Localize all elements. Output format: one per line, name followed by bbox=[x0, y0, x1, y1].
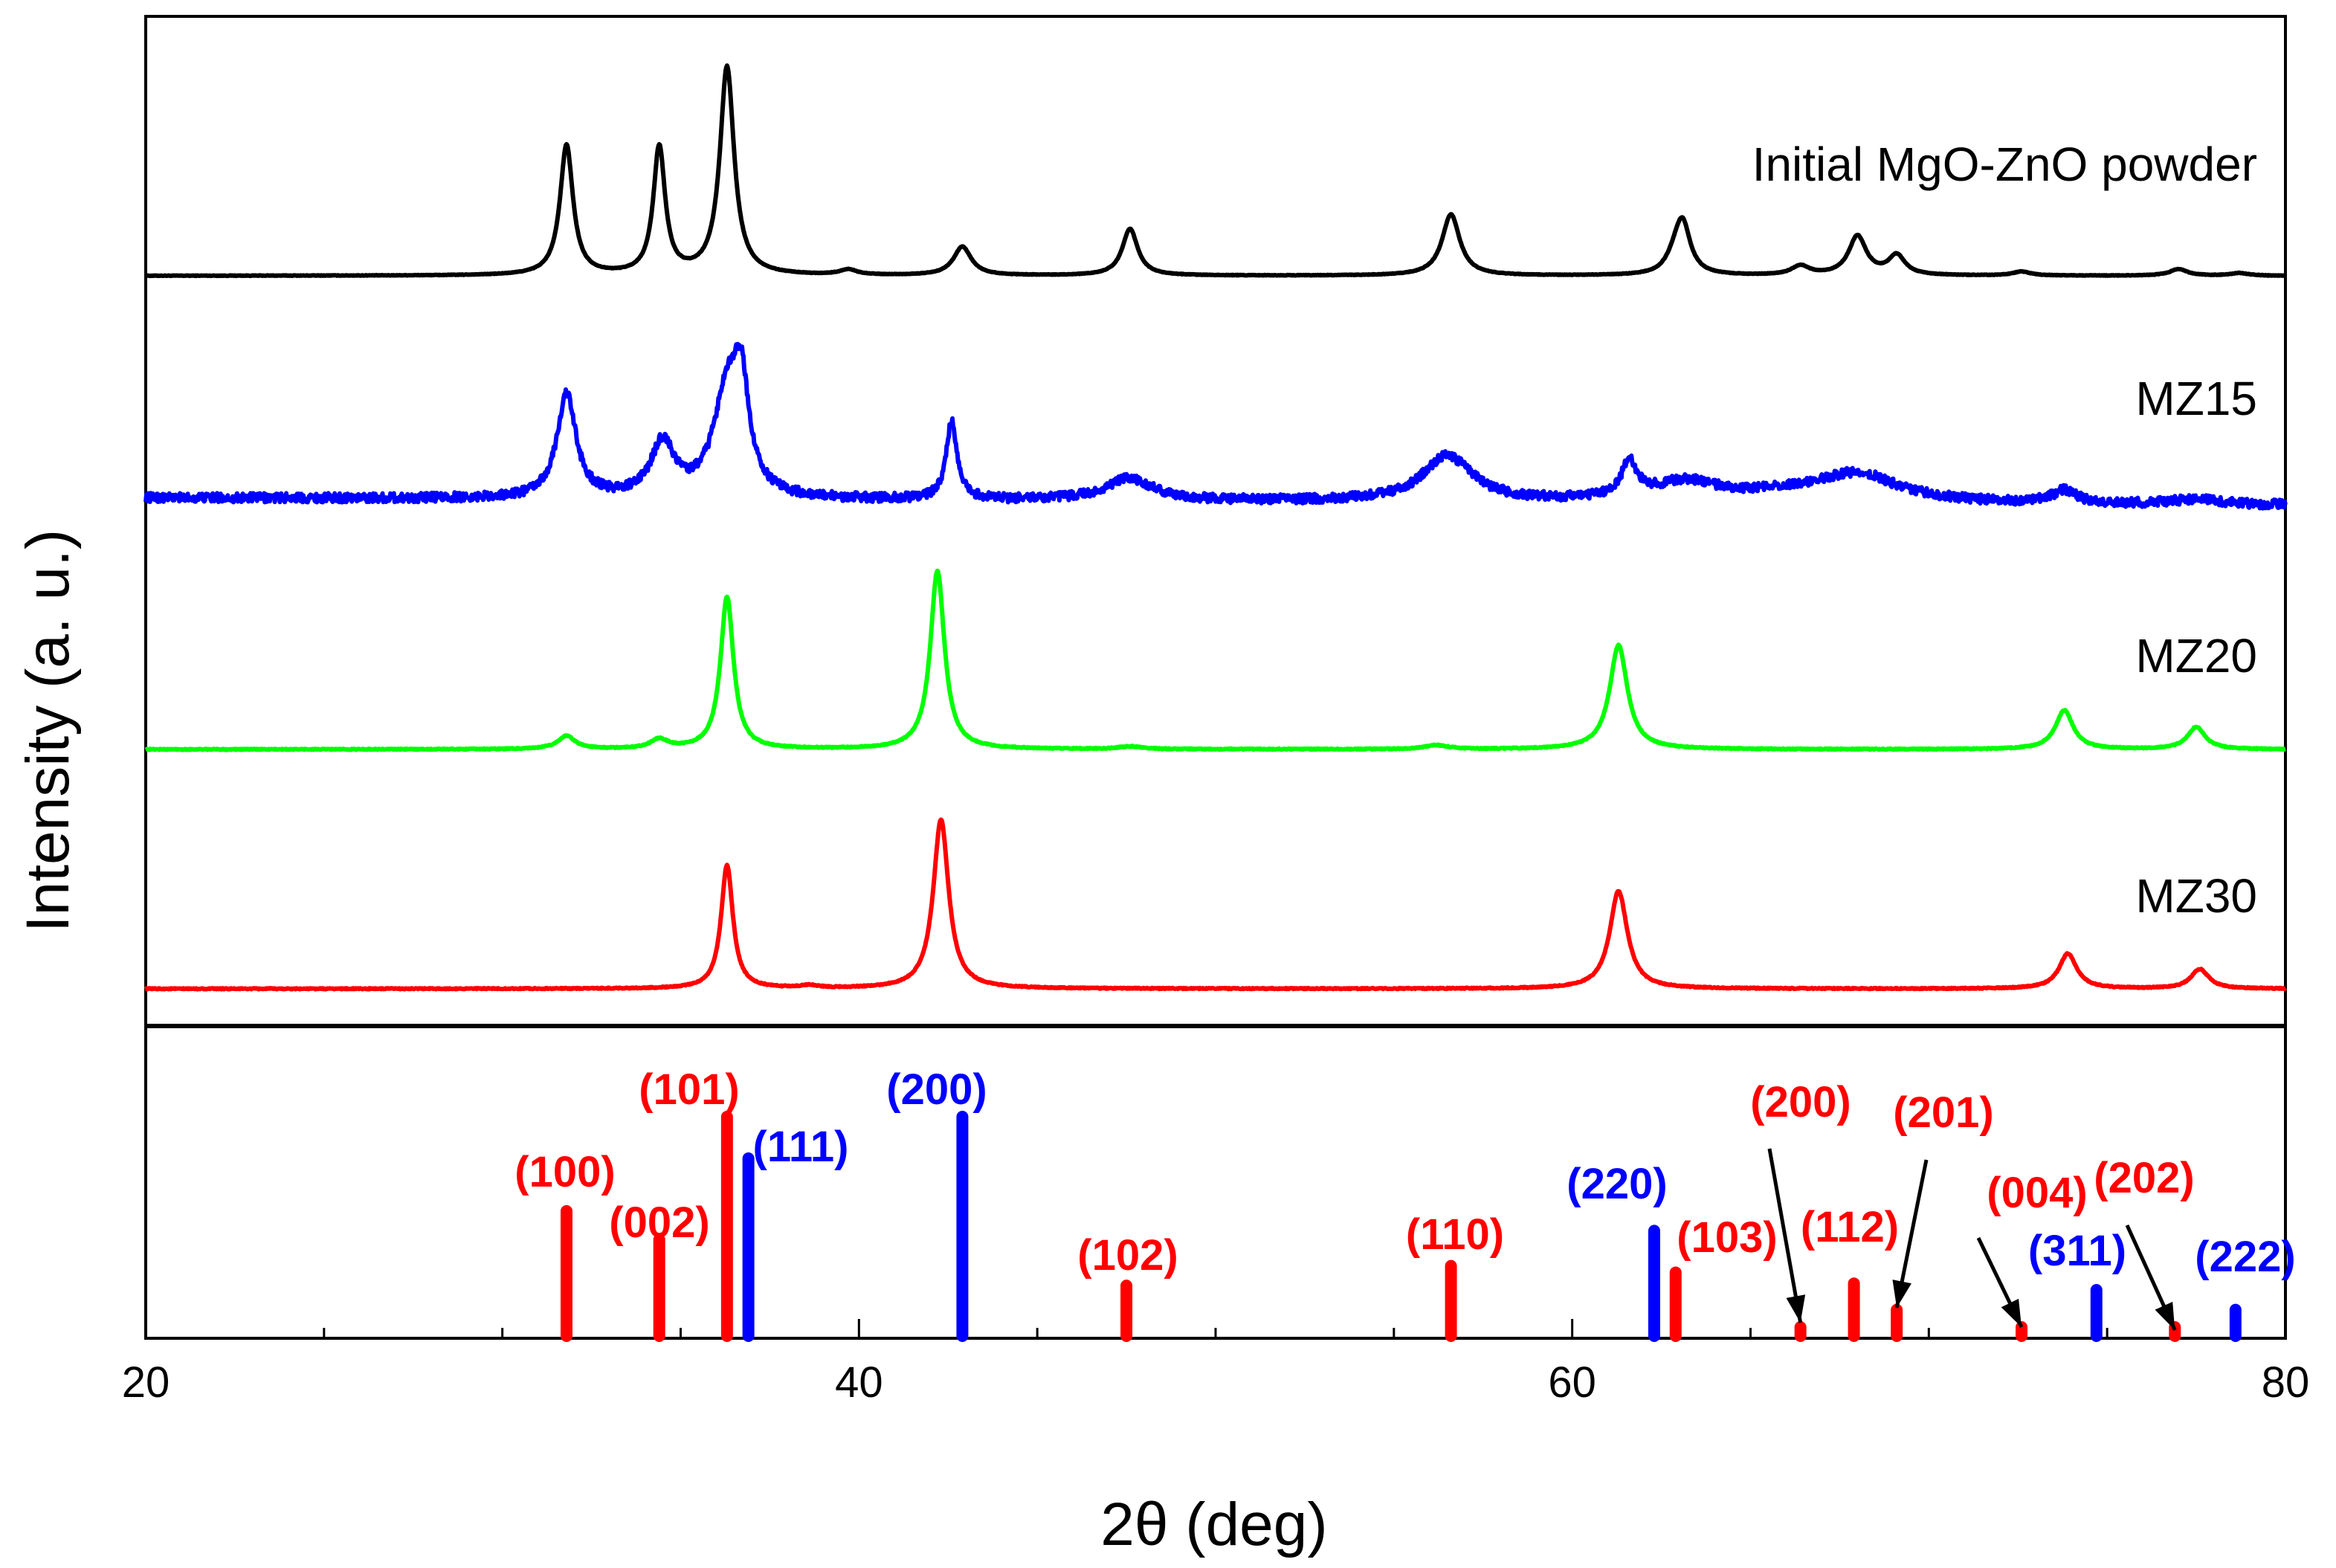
hkl-label: (201) bbox=[1893, 1088, 1993, 1137]
hkl-label: (110) bbox=[1406, 1210, 1504, 1259]
hkl-label: (103) bbox=[1677, 1213, 1777, 1262]
hkl-label: (222) bbox=[2195, 1233, 2295, 1281]
x-tick-label: 20 bbox=[122, 1358, 170, 1407]
hkl-label: (004) bbox=[1987, 1169, 2087, 1217]
hkl-label: (102) bbox=[1077, 1231, 1178, 1280]
hkl-label: (101) bbox=[639, 1065, 739, 1114]
pattern-label-3: MZ20 bbox=[2135, 629, 2257, 683]
pattern-label-1: Initial MgO-ZnO powder bbox=[1752, 138, 2257, 191]
arrowhead-icon bbox=[2001, 1298, 2022, 1327]
hkl-label: (112) bbox=[1801, 1203, 1899, 1251]
x-axis-title: 2θ (deg) bbox=[1100, 1491, 1327, 1558]
x-axis-ticks: 20 40 60 80 bbox=[122, 1319, 2310, 1407]
hkl-label: (311) bbox=[2028, 1227, 2126, 1275]
x-tick-label: 60 bbox=[1548, 1358, 1596, 1407]
hkl-label: (100) bbox=[514, 1148, 615, 1196]
hkl-label: (220) bbox=[1567, 1160, 1667, 1208]
hkl-label: (200) bbox=[886, 1065, 987, 1114]
plot-frame bbox=[144, 15, 2287, 1340]
pattern-line-4 bbox=[143, 817, 2288, 992]
arrowhead-icon bbox=[2155, 1301, 2175, 1330]
hkl-label: (002) bbox=[609, 1198, 709, 1247]
pattern-label-4: MZ30 bbox=[2135, 869, 2257, 923]
reference-peaks: (100)(002) (101) (111) (200) (102) (110) (220)… bbox=[514, 1065, 2296, 1342]
pointer-arrow-icon bbox=[1767, 1148, 1803, 1323]
xrd-patterns bbox=[143, 63, 2288, 992]
pattern-label-2: MZ15 bbox=[2135, 372, 2257, 425]
hkl-label: (202) bbox=[2094, 1154, 2194, 1202]
y-axis-title: Intensity (a. u.) bbox=[14, 529, 82, 932]
hkl-label: (111) bbox=[753, 1123, 849, 1171]
plot-border bbox=[144, 15, 2287, 1340]
pattern-labels: Initial MgO-ZnO powder MZ15 MZ20 MZ30 bbox=[1752, 138, 2257, 923]
x-tick-label: 80 bbox=[2262, 1358, 2310, 1407]
arrowhead-icon bbox=[1786, 1294, 1806, 1323]
pattern-line-2 bbox=[143, 341, 2288, 511]
pattern-line-3 bbox=[144, 568, 2287, 752]
pattern-line-1 bbox=[144, 63, 2287, 279]
arrowhead-icon bbox=[1892, 1280, 1911, 1308]
x-tick-label: 40 bbox=[835, 1358, 883, 1407]
hkl-label: (200) bbox=[1750, 1078, 1851, 1126]
